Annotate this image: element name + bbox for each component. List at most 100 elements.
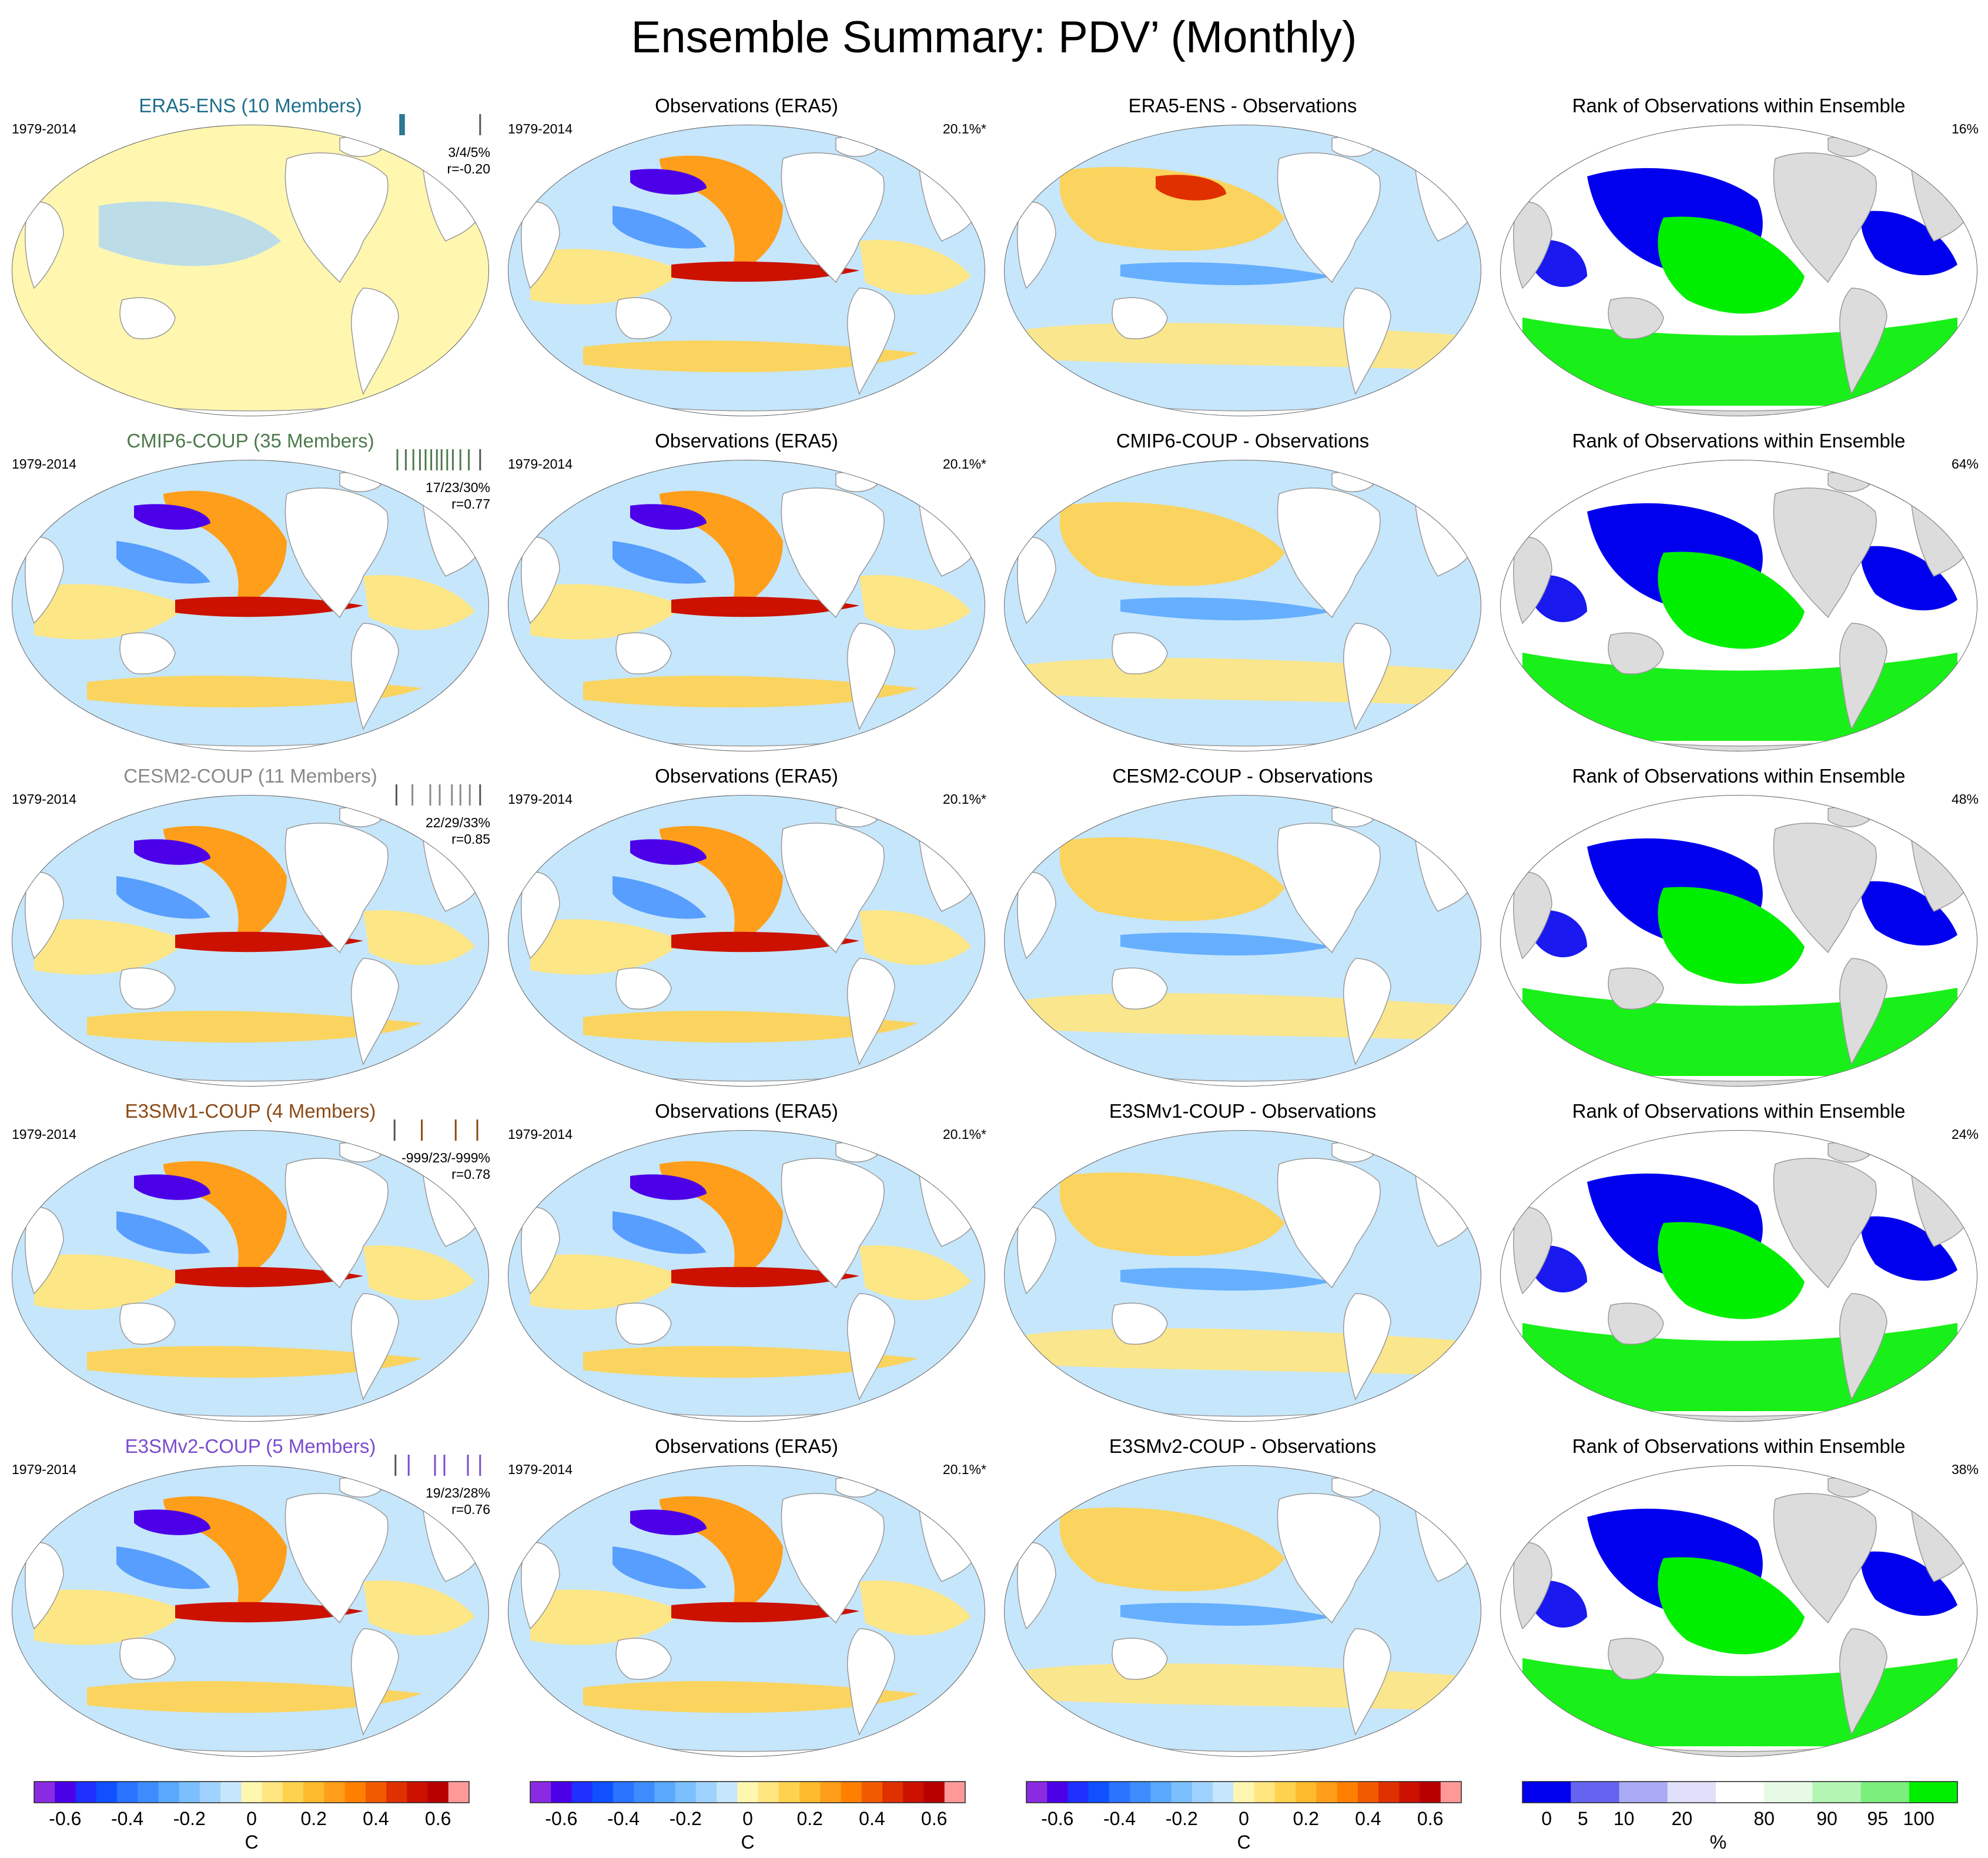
- model-map: [12, 125, 489, 416]
- rank-title: Rank of Observations within Ensemble: [1572, 765, 1906, 787]
- diff-title: CMIP6-COUP - Observations: [1116, 430, 1370, 452]
- colorbar-tick-label: -0.2: [173, 1808, 206, 1829]
- obs-map: [508, 1130, 985, 1422]
- rank-colorbar-tick-label: 90: [1816, 1808, 1838, 1829]
- colorbar-swatch: [675, 1782, 697, 1803]
- colorbar-swatch: [1109, 1782, 1130, 1803]
- period-label: 1979-2014: [12, 456, 76, 472]
- colorbar-unit: C: [741, 1832, 754, 1853]
- colorbar-tick-label: 0: [742, 1808, 753, 1829]
- rank-colorbar-unit: %: [1710, 1832, 1726, 1853]
- obs-title: Observations (ERA5): [655, 1435, 838, 1457]
- obs-title: Observations (ERA5): [655, 95, 838, 116]
- rank-colorbar-swatch: [1667, 1782, 1716, 1803]
- diff-map: [1004, 795, 1481, 1087]
- colorbar-tick-label: 0.2: [796, 1808, 822, 1829]
- colorbar-swatch: [1420, 1782, 1441, 1803]
- colorbar-swatch: [1026, 1782, 1047, 1803]
- colorbar-swatch: [1399, 1782, 1421, 1803]
- colorbar-swatch: [55, 1782, 76, 1803]
- rank-colorbar-tick-label: 20: [1672, 1808, 1693, 1829]
- rank-percent: 48%: [1951, 791, 1979, 807]
- rank-colorbar-swatch: [1715, 1782, 1765, 1803]
- diff-map: [1004, 460, 1481, 751]
- colorbar-swatch: [530, 1782, 551, 1803]
- obs-map: [508, 1465, 985, 1757]
- colorbar-swatch: [303, 1782, 324, 1803]
- period-label: 1979-2014: [12, 121, 76, 136]
- colorbar-swatch: [654, 1782, 676, 1803]
- colorbar-swatch: [96, 1782, 118, 1803]
- colorbar-swatch: [199, 1782, 221, 1803]
- colorbar-swatch: [427, 1782, 449, 1803]
- colorbar-swatch: [1337, 1782, 1358, 1803]
- colorbar-swatch: [634, 1782, 655, 1803]
- colorbar-swatch: [1357, 1782, 1379, 1803]
- colorbar-swatch: [882, 1782, 903, 1803]
- colorbar-tick-label: 0.4: [363, 1808, 389, 1829]
- colorbar-swatch: [262, 1782, 283, 1803]
- colorbar-tick-label: -0.4: [607, 1808, 640, 1829]
- rank-colorbar-swatch: [1812, 1782, 1862, 1803]
- colorbar-tick-label: -0.4: [111, 1808, 143, 1829]
- colorbar-tick-label: -0.6: [1041, 1808, 1073, 1829]
- rank-percent: 64%: [1951, 456, 1979, 472]
- colorbar-swatch: [448, 1782, 470, 1803]
- rank-map: [1500, 460, 1977, 751]
- colorbar-swatch: [158, 1782, 180, 1803]
- colorbar-swatch: [241, 1782, 263, 1803]
- obs-map: [508, 795, 985, 1087]
- colorbar-swatch: [1192, 1782, 1213, 1803]
- colorbar-swatch: [903, 1782, 925, 1803]
- colorbar-tick-label: 0: [246, 1808, 257, 1829]
- colorbar-swatch: [861, 1782, 883, 1803]
- diff-map: [1004, 125, 1481, 416]
- colorbar-swatch: [1213, 1782, 1234, 1803]
- obs-map: [508, 125, 985, 416]
- colorbar-swatch: [220, 1782, 242, 1803]
- colorbar-swatch: [944, 1782, 966, 1803]
- rank-colorbar-tick-label: 5: [1578, 1808, 1588, 1829]
- colorbar-swatch: [138, 1782, 159, 1803]
- rank-title: Rank of Observations within Ensemble: [1572, 430, 1906, 452]
- ensemble-stats: -999/23/-999%: [401, 1150, 490, 1165]
- colorbar-swatch: [344, 1782, 366, 1803]
- colorbar: -0.6 -0.4 -0.2 0 0.2 0.4 0.6 C: [34, 1781, 470, 1853]
- colorbar-swatch: [407, 1782, 429, 1803]
- ensemble-stats: 19/23/28%: [426, 1485, 490, 1501]
- colorbar-swatch: [571, 1782, 593, 1803]
- colorbar-swatch: [1171, 1782, 1193, 1803]
- model-title: ERA5-ENS (10 Members): [139, 95, 362, 116]
- colorbar-tick-label: 0.6: [425, 1808, 451, 1829]
- figure-title: Ensemble Summary: PDV’ (Monthly): [631, 12, 1357, 62]
- colorbar-tick-label: -0.6: [49, 1808, 81, 1829]
- colorbar-swatch: [1378, 1782, 1400, 1803]
- obs-percent: 20.1%*: [942, 1127, 986, 1142]
- ensemble-stats: 3/4/5%: [448, 145, 490, 160]
- member-spread-ticks: [399, 114, 481, 135]
- colorbar-unit: C: [245, 1832, 258, 1853]
- colorbar-swatch: [1047, 1782, 1068, 1803]
- obs-percent: 20.1%*: [942, 456, 986, 472]
- colorbar-swatch: [116, 1782, 138, 1803]
- colorbar-swatch: [1088, 1782, 1110, 1803]
- period-label: 1979-2014: [508, 121, 573, 136]
- period-label: 1979-2014: [508, 1462, 573, 1477]
- diff-title: E3SMv1-COUP - Observations: [1109, 1100, 1377, 1122]
- colorbar-swatch: [695, 1782, 717, 1803]
- rank-title: Rank of Observations within Ensemble: [1572, 1100, 1906, 1122]
- colorbar: -0.6 -0.4 -0.2 0 0.2 0.4 0.6 C: [530, 1781, 966, 1853]
- diff-title: CESM2-COUP - Observations: [1112, 765, 1373, 787]
- obs-title: Observations (ERA5): [655, 430, 838, 452]
- colorbar-swatch: [613, 1782, 634, 1803]
- colorbar-swatch: [551, 1782, 572, 1803]
- colorbar-swatch: [799, 1782, 821, 1803]
- rank-colorbar-swatch: [1860, 1782, 1910, 1803]
- period-label: 1979-2014: [508, 791, 573, 807]
- model-map: [12, 795, 489, 1087]
- period-label: 1979-2014: [508, 1127, 573, 1142]
- colorbar-swatch: [923, 1782, 945, 1803]
- rank-map: [1500, 125, 1977, 416]
- colorbar-swatch: [365, 1782, 387, 1803]
- diff-title: ERA5-ENS - Observations: [1128, 95, 1357, 116]
